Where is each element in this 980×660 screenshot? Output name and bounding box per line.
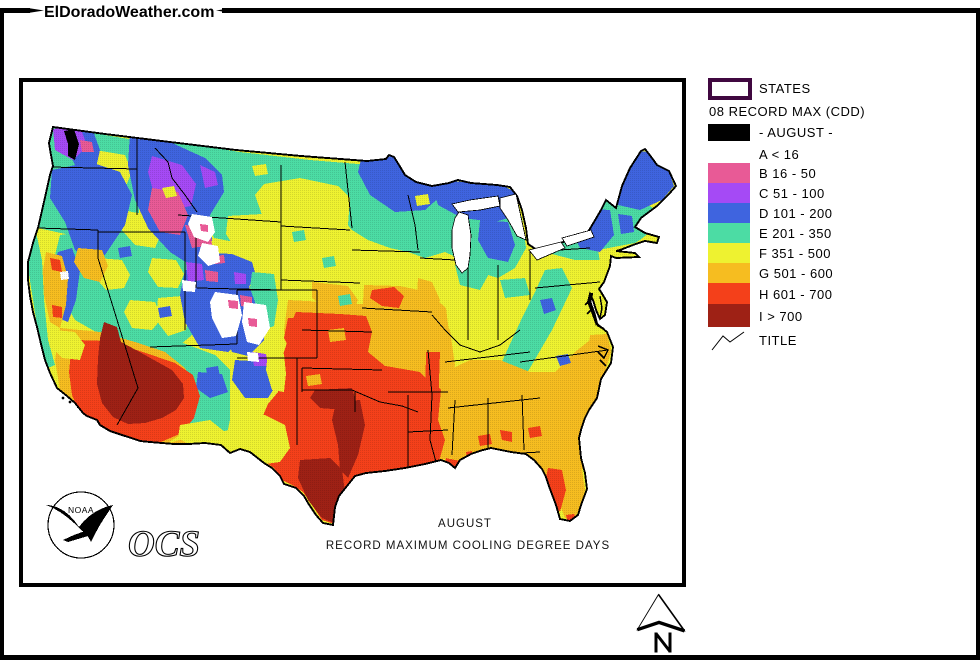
- svg-text:OCS: OCS: [128, 524, 200, 565]
- svg-text:NOAA: NOAA: [68, 505, 94, 515]
- svg-text:AUGUST: AUGUST: [438, 518, 492, 530]
- svg-text:RECORD MAXIMUM COOLING DEGREE: RECORD MAXIMUM COOLING DEGREE DAYS: [326, 540, 610, 552]
